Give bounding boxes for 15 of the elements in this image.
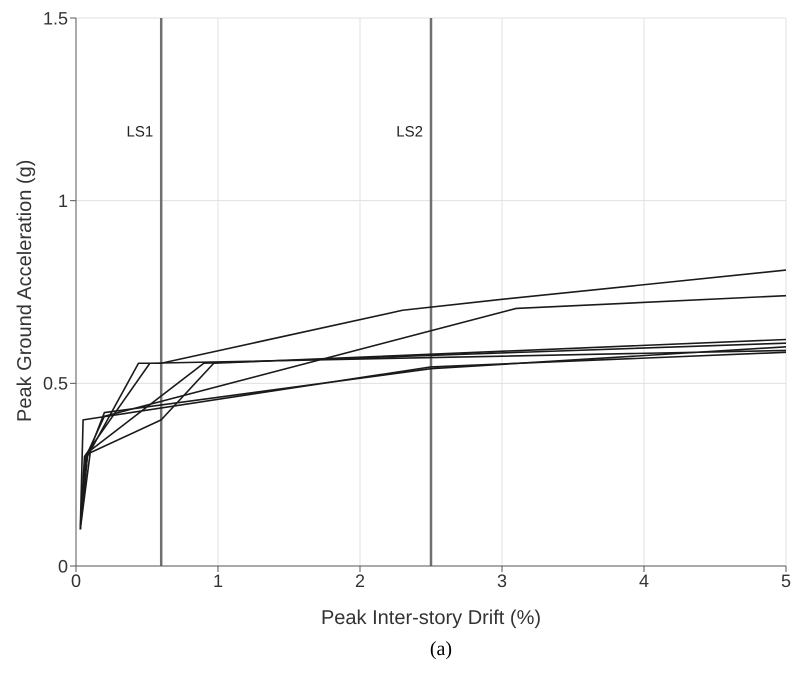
ref-line-label: LS2: [396, 124, 423, 141]
x-tick-label: 5: [780, 570, 792, 591]
ref-line-label: LS1: [126, 124, 154, 141]
y-tick-label: 1.5: [42, 8, 68, 28]
x-tick-label: 0: [70, 570, 82, 591]
x-tick-label: 2: [354, 570, 366, 591]
y-tick-label: 0: [58, 556, 68, 576]
y-axis-title: Peak Ground Acceleration (g): [14, 160, 36, 422]
x-axis-title: Peak Inter-story Drift (%): [320, 607, 542, 629]
x-tick-label: 1: [212, 570, 224, 591]
y-tick-label: 1: [58, 191, 68, 212]
text: (a): [428, 638, 454, 661]
x-tick-label: 4: [638, 570, 650, 591]
x-tick-label: 3: [496, 570, 508, 591]
y-tick-label: 0.5: [42, 374, 68, 394]
